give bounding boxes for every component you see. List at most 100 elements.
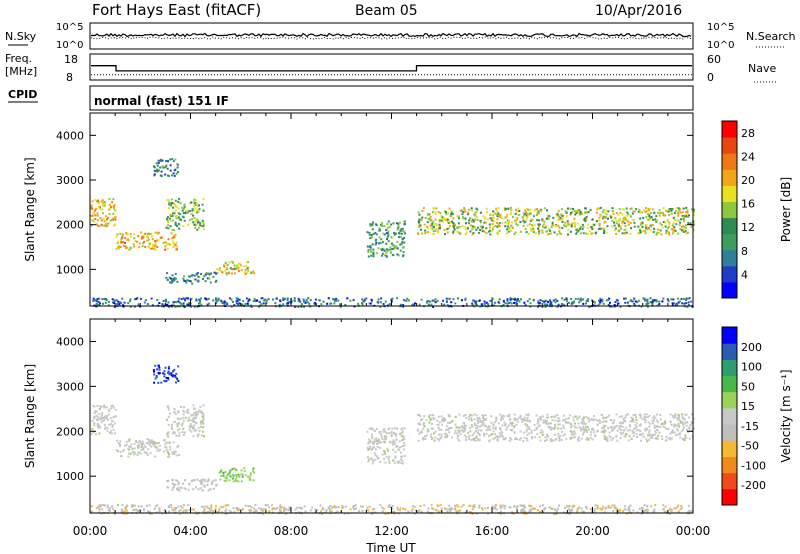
power-colorbar-swatch [722, 249, 737, 267]
power-colorbar: 4 8 12 16 20 24 28 Power [dB] [721, 120, 793, 299]
power-colorbar-swatch [722, 185, 737, 202]
velocity-colorbar: 200 100 50 15 -15 -50 -100 -200 Velocity [m s⁻¹] [721, 326, 793, 506]
velocity-colorbar-frame [721, 326, 738, 506]
power-colorbar-swatch [722, 233, 737, 251]
nave-tick-top: 60 [707, 53, 721, 66]
beam-title: Beam 05 [355, 3, 418, 19]
power-colorbar-swatch [722, 169, 737, 186]
freq-unit-label: [MHz] [5, 65, 37, 78]
power-ylabel: Slant Range [km] [23, 157, 37, 261]
power-region-3 [152, 158, 180, 177]
velocity-colorbar-swatch [722, 424, 737, 441]
velocity-region-6 [366, 427, 406, 465]
nsearch-tick-top: 10^5 [707, 22, 734, 33]
velocity-frame [89, 318, 694, 514]
nsky-panel: N.Sky 10^5 10^0 10^5 10^0 N.Search [5, 22, 796, 51]
freq-label: Freq. [5, 52, 32, 65]
velocity-colorbar-swatch [722, 375, 737, 393]
power-ytick-label: 2000 [56, 219, 84, 232]
nsky-tick-top: 10^5 [56, 22, 83, 33]
velocity-xtick-label: 00:00 [73, 524, 108, 538]
velocity-region-1 [115, 438, 180, 458]
velocity-colorbar-tick: -15 [741, 420, 759, 433]
power-colorbar-frame [721, 120, 738, 299]
velocity-xtick-label: 20:00 [575, 524, 610, 538]
power-colorbar-swatch [722, 201, 737, 219]
cpid-frame [89, 85, 694, 111]
station-title: Fort Hays East (fitACF) [92, 1, 261, 19]
power-colorbar-swatch [722, 265, 737, 283]
power-region-0 [90, 197, 117, 228]
power-colorbar-swatch [722, 217, 737, 235]
date-title: 10/Apr/2016 [595, 3, 682, 19]
freq-trace [91, 65, 692, 72]
velocity-xtick-label: 16:00 [475, 524, 510, 538]
velocity-ytick-label: 4000 [56, 335, 84, 348]
velocity-cells [90, 364, 695, 515]
velocity-ylabel: Slant Range [km] [23, 364, 37, 468]
nsky-label: N.Sky [5, 30, 37, 43]
power-colorbar-label: Power [dB] [779, 177, 793, 242]
nsky-trace [90, 32, 692, 38]
power-region-5 [165, 271, 218, 285]
power-colorbar-tick: 8 [741, 245, 748, 258]
power-region-6 [366, 220, 406, 258]
velocity-region-5 [166, 478, 218, 492]
velocity-colorbar-swatch [722, 327, 737, 344]
freq-panel: Freq. [MHz] 18 8 60 0 Nave [5, 52, 776, 84]
power-colorbar-tick: 24 [741, 150, 755, 163]
nave-label: Nave [748, 62, 776, 75]
power-colorbar-swatch [722, 153, 737, 170]
freq-tick-bottom: 8 [66, 71, 73, 84]
power-colorbar-swatch [722, 281, 737, 299]
heatmap-panels: 1000 2000 3000 4000 Slant Range [km] 4 8 12 16 20… [23, 112, 793, 538]
velocity-colorbar-tick: -100 [741, 459, 766, 472]
velocity-colorbar-swatch [722, 343, 737, 360]
cpid-text: normal (fast) 151 IF [94, 94, 229, 108]
power-colorbar-tick: 16 [741, 198, 755, 211]
velocity-xtick-label: 04:00 [173, 524, 208, 538]
velocity-colorbar-swatch [722, 359, 737, 377]
power-cells [90, 158, 695, 308]
cpid-label: CPID [8, 88, 37, 101]
velocity-colorbar-swatch [722, 488, 737, 506]
nsearch-tick-bottom: 10^0 [707, 40, 734, 51]
power-region-4 [216, 260, 256, 276]
velocity-colorbar-tick: 200 [741, 341, 762, 354]
power-colorbar-tick: 4 [741, 268, 748, 281]
velocity-region-3 [152, 364, 180, 384]
velocity-xtick-label: 12:00 [374, 524, 409, 538]
velocity-region-4 [218, 467, 256, 483]
power-colorbar-swatch [722, 121, 737, 138]
power-ytick-label: 1000 [56, 263, 84, 276]
velocity-colorbar-swatch [722, 440, 737, 457]
power-colorbar-tick: 12 [741, 221, 755, 234]
velocity-colorbar-swatch [722, 391, 737, 409]
power-region-2 [165, 198, 205, 232]
velocity-region-7 [416, 413, 695, 443]
velocity-colorbar-tick: -50 [741, 440, 759, 453]
velocity-panel: 1000 2000 3000 4000 Slant Range [km] 00:00 04:… [23, 318, 793, 538]
velocity-region-0 [90, 404, 117, 436]
power-colorbar-tick: 20 [741, 174, 755, 187]
power-ytick-label: 4000 [56, 129, 84, 142]
nsky-frame [89, 22, 694, 50]
velocity-ytick-label: 3000 [56, 380, 84, 393]
nsearch-label: N.Search [746, 30, 796, 43]
power-region-1 [115, 231, 178, 251]
velocity-colorbar-swatch [722, 407, 737, 425]
velocity-colorbar-swatch [722, 456, 737, 474]
power-frame [89, 112, 694, 307]
velocity-region-2 [166, 404, 205, 438]
power-region-7 [416, 206, 695, 236]
velocity-ytick-label: 2000 [56, 425, 84, 438]
freq-tick-top: 18 [64, 53, 78, 66]
power-colorbar-swatch [722, 137, 737, 154]
velocity-xtick-label: 08:00 [274, 524, 309, 538]
nsearch-trace [90, 36, 692, 40]
nsky-tick-bottom: 10^0 [56, 40, 83, 51]
x-axis-label: Time UT [365, 541, 416, 554]
velocity-colorbar-tick: -200 [741, 479, 766, 492]
velocity-colorbar-tick: 15 [741, 400, 755, 413]
